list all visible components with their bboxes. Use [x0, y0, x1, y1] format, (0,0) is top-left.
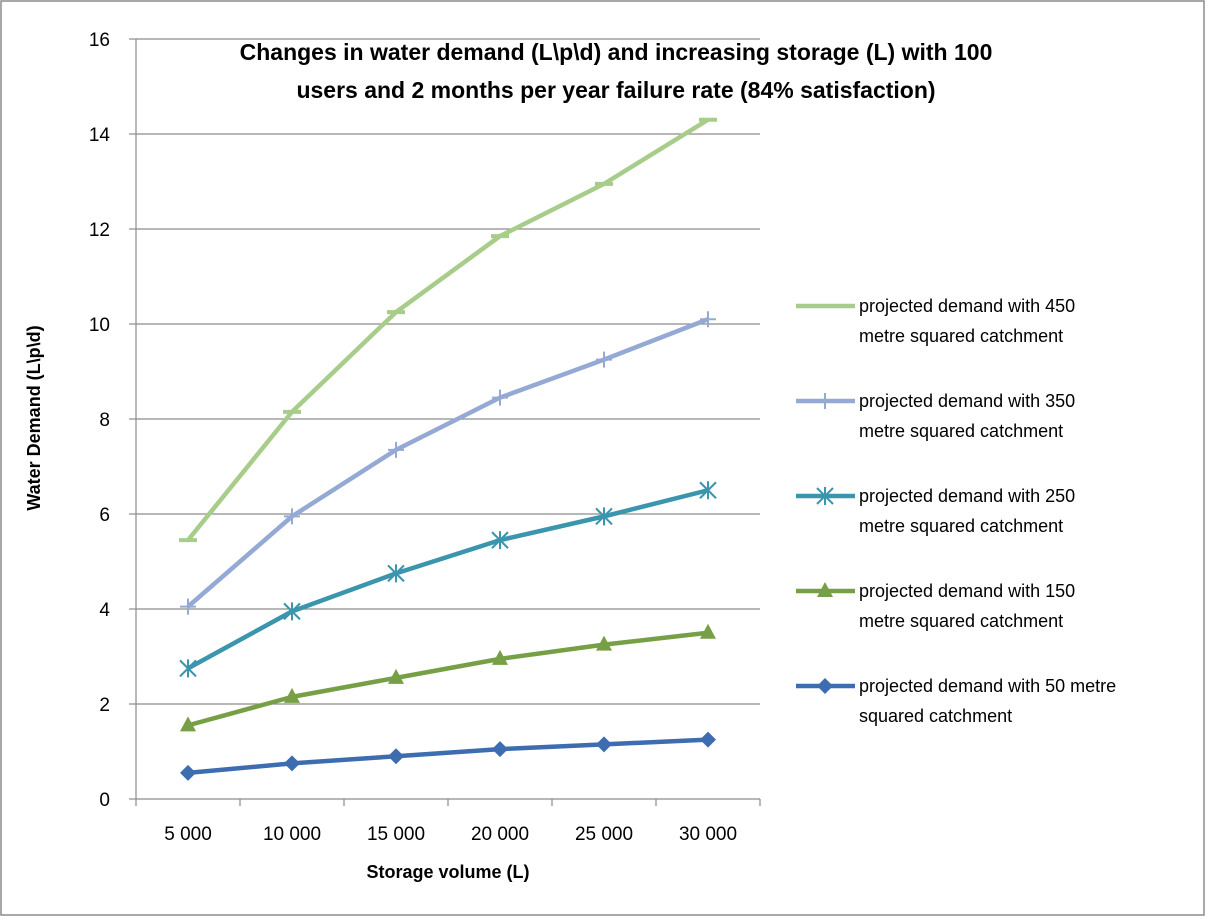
legend-entry: projected demand with 250 metre squared c…	[796, 486, 1075, 536]
data-point	[388, 441, 404, 458]
series-3	[179, 481, 717, 678]
x-tick-label: 30 000	[679, 824, 737, 845]
x-axis-title: Storage volume (L)	[366, 862, 529, 882]
data-point	[491, 531, 509, 550]
y-tick-label: 0	[99, 790, 110, 811]
data-point	[700, 731, 716, 748]
legend-label: projected demand with 350	[859, 391, 1075, 411]
y-tick-label: 6	[99, 505, 110, 526]
legend-marker	[817, 678, 833, 694]
legend-entry: projected demand with 450 metre squared c…	[796, 296, 1075, 346]
data-point	[388, 668, 404, 684]
data-point	[179, 659, 197, 678]
legend-entry: projected demand with 350 metre squared c…	[796, 391, 1075, 441]
data-point	[699, 481, 717, 500]
chart-title-line-1: Changes in water demand (L\p\d) and incr…	[240, 39, 993, 65]
legend-label: squared catchment	[859, 706, 1012, 726]
x-tick-label: 15 000	[367, 824, 425, 845]
y-tick-label: 10	[89, 315, 110, 336]
x-tick-label: 10 000	[263, 824, 321, 845]
data-point	[180, 764, 196, 781]
legend-marker	[816, 487, 834, 505]
data-point	[700, 311, 716, 328]
x-tick-labels: 5 000 10 000 15 000 20 000 25 000 30 000	[164, 824, 737, 845]
legend-label: projected demand with 50 metre	[859, 676, 1116, 696]
data-point	[492, 389, 508, 406]
data-point	[283, 602, 301, 621]
legend-label: metre squared catchment	[859, 421, 1063, 441]
series-line	[187, 737, 709, 776]
data-point	[595, 507, 613, 526]
y-tick-label: 8	[99, 410, 110, 431]
chart-title-line-2: users and 2 months per year failure rate…	[296, 77, 935, 103]
legend-label: metre squared catchment	[859, 611, 1063, 631]
series-lines	[179, 117, 717, 781]
data-point	[700, 623, 716, 639]
legend: projected demand with 450 metre squared c…	[796, 296, 1116, 726]
data-point	[284, 687, 300, 703]
gridlines	[136, 38, 760, 705]
series-2	[180, 311, 716, 615]
data-point	[387, 564, 405, 583]
x-tick-label: 25 000	[575, 824, 633, 845]
legend-label: metre squared catchment	[859, 516, 1063, 536]
series-1	[179, 117, 717, 543]
series-4	[180, 623, 716, 732]
legend-marker	[817, 582, 833, 597]
legend-label: projected demand with 450	[859, 296, 1075, 316]
axes	[129, 38, 761, 806]
data-point	[596, 736, 612, 753]
y-tick-label: 16	[89, 30, 110, 51]
data-point	[492, 741, 508, 758]
data-point	[596, 351, 612, 368]
y-axis-title: Water Demand (L\p\d)	[24, 325, 44, 510]
data-point	[284, 508, 300, 525]
y-tick-labels: 0 2 4 6 8 10 12 14 16	[89, 30, 111, 811]
legend-label: projected demand with 250	[859, 486, 1075, 506]
data-point	[596, 635, 612, 651]
y-tick-label: 12	[89, 220, 110, 241]
series-line	[186, 117, 710, 542]
y-tick-label: 2	[99, 695, 110, 716]
data-point	[492, 649, 508, 665]
legend-entry: projected demand with 150 metre squared c…	[796, 581, 1075, 631]
data-point	[180, 598, 196, 615]
series-5	[180, 731, 716, 781]
series-line	[186, 488, 709, 671]
y-tick-label: 4	[99, 600, 110, 621]
legend-label: projected demand with 150	[859, 581, 1075, 601]
series-line	[187, 630, 709, 728]
data-point	[284, 755, 300, 772]
x-tick-label: 20 000	[471, 824, 529, 845]
legend-marker	[817, 393, 833, 409]
legend-label: metre squared catchment	[859, 326, 1063, 346]
x-tick-label: 5 000	[164, 824, 212, 845]
data-point	[180, 716, 196, 732]
y-tick-label: 14	[89, 125, 111, 146]
legend-entry: projected demand with 50 metre squared ca…	[796, 676, 1116, 726]
series-line	[186, 317, 709, 609]
data-point	[388, 748, 404, 765]
